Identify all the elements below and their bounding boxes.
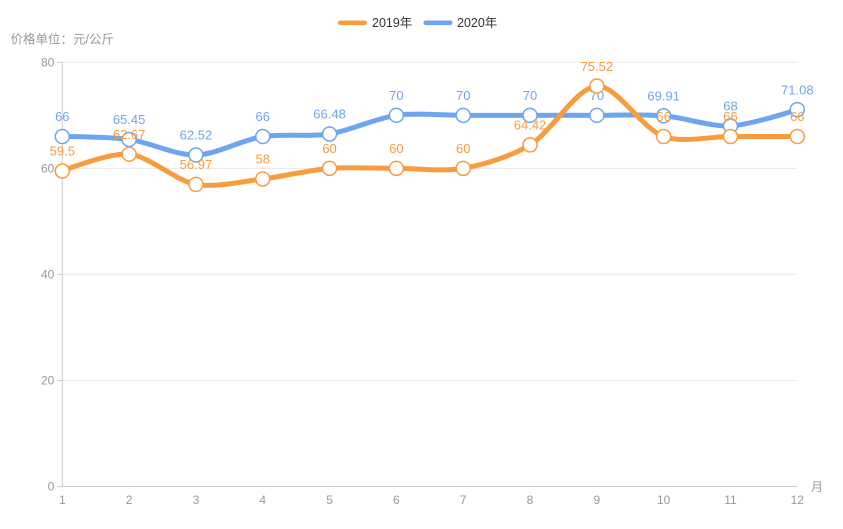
svg-text:60: 60	[456, 141, 470, 156]
svg-text:68: 68	[723, 99, 737, 114]
svg-text:8: 8	[527, 493, 534, 507]
svg-text:56.97: 56.97	[180, 157, 213, 172]
svg-text:80: 80	[41, 56, 55, 70]
svg-text:70: 70	[456, 88, 470, 103]
svg-text:月: 月	[811, 480, 823, 494]
svg-text:60: 60	[389, 141, 403, 156]
svg-text:70: 70	[389, 88, 403, 103]
svg-text:66: 66	[55, 109, 69, 124]
svg-text:11: 11	[724, 493, 737, 507]
svg-text:2020年: 2020年	[457, 16, 497, 30]
svg-text:60: 60	[41, 162, 55, 176]
svg-text:3: 3	[193, 493, 200, 507]
svg-text:0: 0	[48, 480, 55, 494]
svg-text:60: 60	[322, 141, 336, 156]
svg-text:58: 58	[256, 152, 270, 167]
svg-text:2019年: 2019年	[372, 16, 412, 30]
svg-text:66: 66	[256, 109, 270, 124]
svg-text:66: 66	[790, 109, 804, 124]
svg-text:71.08: 71.08	[781, 82, 814, 97]
svg-text:62.52: 62.52	[180, 128, 213, 143]
svg-text:75.52: 75.52	[581, 59, 614, 74]
svg-text:4: 4	[259, 493, 266, 507]
svg-text:70: 70	[523, 88, 537, 103]
svg-text:66: 66	[723, 109, 737, 124]
svg-text:7: 7	[460, 493, 467, 507]
svg-text:69.91: 69.91	[647, 89, 680, 104]
svg-text:2: 2	[126, 493, 133, 507]
svg-text:1: 1	[59, 493, 66, 507]
svg-text:40: 40	[41, 268, 55, 282]
svg-text:9: 9	[594, 493, 601, 507]
svg-text:64.42: 64.42	[514, 118, 547, 133]
svg-text:59.5: 59.5	[50, 144, 75, 159]
svg-text:62.67: 62.67	[113, 127, 146, 142]
svg-text:5: 5	[326, 493, 333, 507]
svg-text:20: 20	[41, 374, 55, 388]
svg-text:66: 66	[656, 109, 670, 124]
svg-text:6: 6	[393, 493, 400, 507]
svg-text:价格单位：元/公斤: 价格单位：元/公斤	[11, 32, 114, 47]
svg-text:65.45: 65.45	[113, 112, 146, 127]
svg-text:10: 10	[657, 493, 671, 507]
svg-text:12: 12	[791, 493, 805, 507]
svg-text:66.48: 66.48	[313, 107, 346, 122]
